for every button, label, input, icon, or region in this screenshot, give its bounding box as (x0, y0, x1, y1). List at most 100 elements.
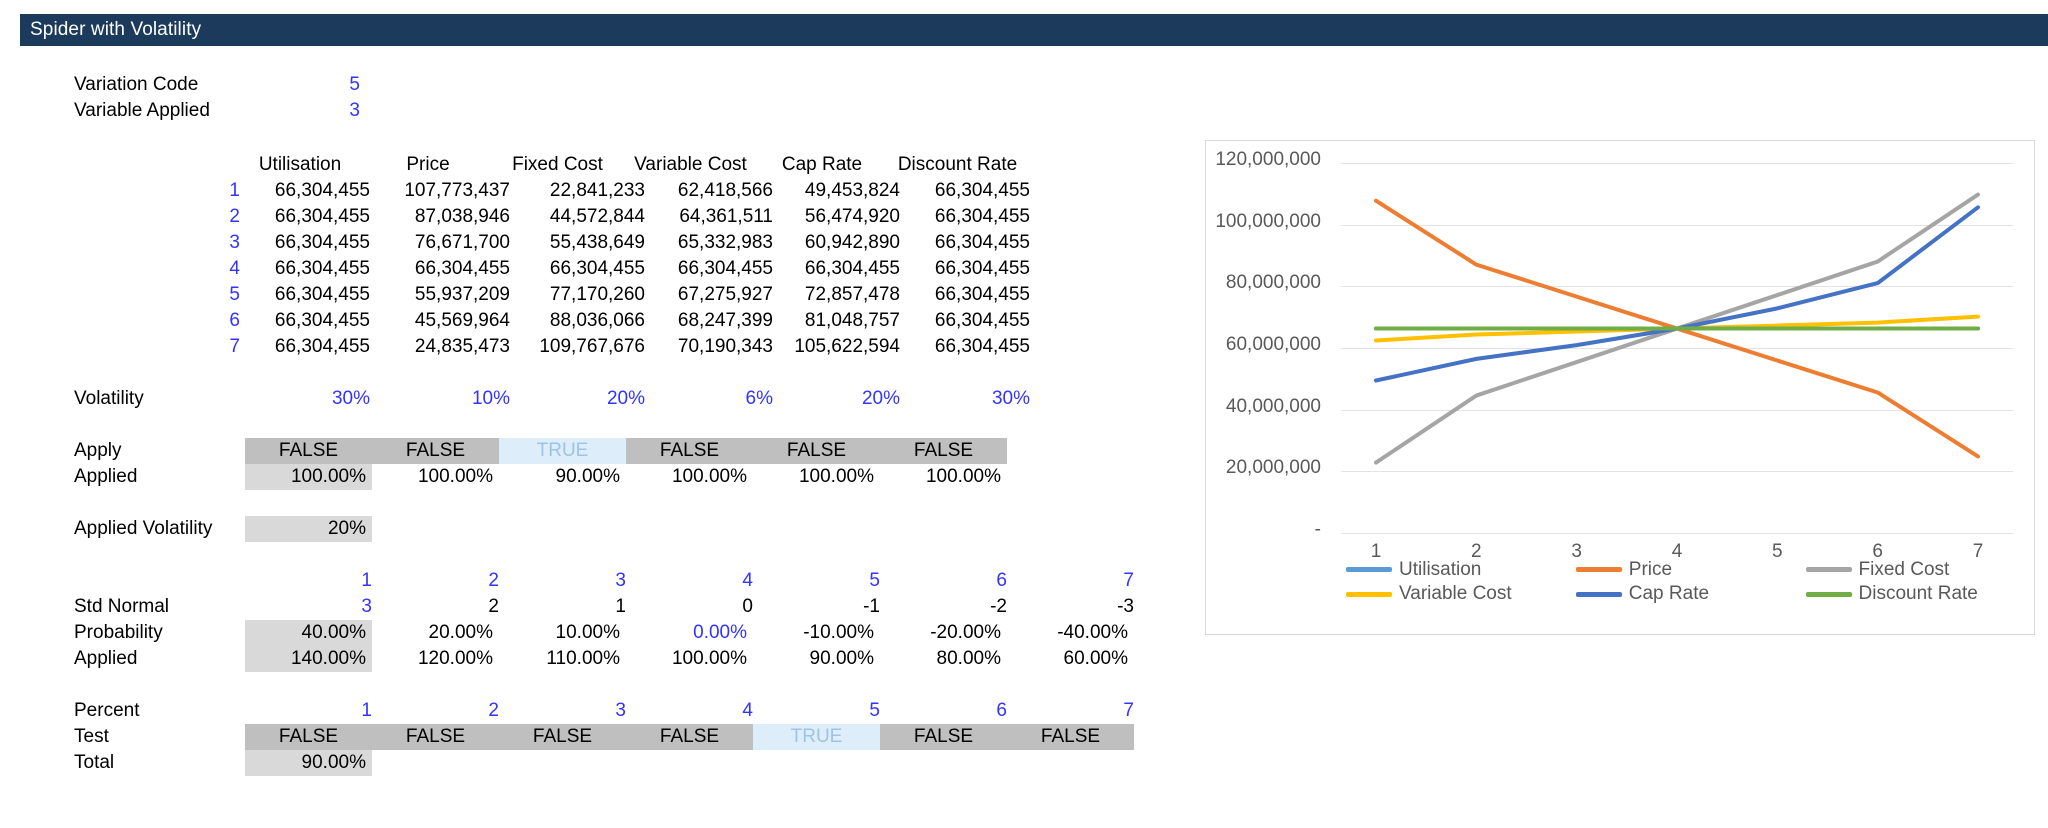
cell-utilisation[interactable]: 66,304,455 (274, 232, 370, 253)
volatility-variable-cost[interactable]: 6% (745, 388, 773, 409)
apply-cell-fixed-cost[interactable]: TRUE (499, 438, 626, 464)
cell-cap-rate[interactable]: 81,048,757 (804, 310, 900, 331)
cell-variable-cost[interactable]: 66,304,455 (677, 258, 773, 279)
cell-price[interactable]: 66,304,455 (414, 258, 510, 279)
applied-cell-discount-rate[interactable]: 100.00% (925, 466, 1001, 487)
probability-4[interactable]: 0.00% (693, 622, 747, 643)
apply-cell-variable-cost[interactable]: FALSE (626, 438, 753, 464)
cell-cap-rate[interactable]: 72,857,478 (804, 284, 900, 305)
test-cell-2[interactable]: FALSE (372, 724, 499, 750)
legend-item-variable-cost[interactable]: Variable Cost (1346, 583, 1576, 605)
cell-utilisation[interactable]: 66,304,455 (274, 336, 370, 357)
cell-discount-rate[interactable]: 66,304,455 (934, 336, 1030, 357)
cell-variable-cost[interactable]: 68,247,399 (677, 310, 773, 331)
cell-variable-cost[interactable]: 64,361,511 (679, 206, 773, 227)
test-cell-7[interactable]: FALSE (1007, 724, 1134, 750)
legend-item-price[interactable]: Price (1575, 559, 1806, 581)
probability-6[interactable]: -20.00% (930, 622, 1001, 643)
param-value-variation-code[interactable]: 5 (349, 74, 360, 95)
cell-fixed-cost[interactable]: 77,170,260 (549, 284, 645, 305)
cell-fixed-cost[interactable]: 55,438,649 (549, 232, 645, 253)
volatility-cap-rate[interactable]: 20% (861, 388, 900, 409)
cell-fixed-cost[interactable]: 109,767,676 (539, 336, 645, 357)
cell-price[interactable]: 24,835,473 (414, 336, 510, 357)
probability-3[interactable]: 10.00% (555, 622, 620, 643)
percent-applied-4[interactable]: 100.00% (671, 648, 747, 669)
cell-cap-rate[interactable]: 49,453,824 (804, 180, 900, 201)
applied-cell-price[interactable]: 100.00% (417, 466, 493, 487)
cell-cap-rate[interactable]: 56,474,920 (804, 206, 900, 227)
probability-1[interactable]: 40.00% (245, 620, 372, 646)
cell-fixed-cost[interactable]: 44,572,844 (549, 206, 645, 227)
legend-item-fixed-cost[interactable]: Fixed Cost (1805, 559, 2036, 581)
legend-item-cap-rate[interactable]: Cap Rate (1575, 583, 1806, 605)
cell-discount-rate[interactable]: 66,304,455 (934, 180, 1030, 201)
cell-utilisation[interactable]: 66,304,455 (274, 180, 370, 201)
cell-fixed-cost[interactable]: 66,304,455 (549, 258, 645, 279)
std-normal-2[interactable]: 2 (488, 596, 499, 617)
percent-applied-2[interactable]: 120.00% (417, 648, 493, 669)
cell-discount-rate[interactable]: 66,304,455 (934, 310, 1030, 331)
cell-fixed-cost[interactable]: 22,841,233 (549, 180, 645, 201)
cell-discount-rate[interactable]: 66,304,455 (934, 232, 1030, 253)
applied-cell-variable-cost[interactable]: 100.00% (671, 466, 747, 487)
cell-variable-cost[interactable]: 62,418,566 (677, 180, 773, 201)
cell-variable-cost[interactable]: 70,190,343 (677, 336, 773, 357)
cell-price[interactable]: 87,038,946 (414, 206, 510, 227)
applied-cell-cap-rate[interactable]: 100.00% (798, 466, 874, 487)
cell-discount-rate[interactable]: 66,304,455 (934, 258, 1030, 279)
legend-item-utilisation[interactable]: Utilisation (1346, 559, 1576, 581)
chart-gridline (1341, 224, 2013, 226)
std-normal-5[interactable]: -1 (863, 596, 880, 617)
test-cell-1[interactable]: FALSE (245, 724, 372, 750)
test-cell-6[interactable]: FALSE (880, 724, 1007, 750)
cell-utilisation[interactable]: 66,304,455 (274, 258, 370, 279)
probability-7[interactable]: -40.00% (1057, 622, 1128, 643)
cell-cap-rate[interactable]: 66,304,455 (804, 258, 900, 279)
std-normal-7[interactable]: -3 (1117, 596, 1134, 617)
cell-variable-cost[interactable]: 67,275,927 (677, 284, 773, 305)
percent-applied-7[interactable]: 60.00% (1063, 648, 1128, 669)
legend-item-discount-rate[interactable]: Discount Rate (1805, 583, 2036, 605)
cell-price[interactable]: 55,937,209 (414, 284, 510, 305)
cell-utilisation[interactable]: 66,304,455 (274, 206, 370, 227)
probability-5[interactable]: -10.00% (803, 622, 874, 643)
test-cell-4[interactable]: FALSE (626, 724, 753, 750)
probability-2[interactable]: 20.00% (428, 622, 493, 643)
cell-price[interactable]: 45,569,964 (414, 310, 510, 331)
cell-fixed-cost[interactable]: 88,036,066 (549, 310, 645, 331)
cell-cap-rate[interactable]: 60,942,890 (804, 232, 900, 253)
std-normal-6[interactable]: -2 (990, 596, 1007, 617)
applied-volatility-value[interactable]: 20% (245, 516, 372, 542)
volatility-discount-rate[interactable]: 30% (991, 388, 1030, 409)
apply-cell-cap-rate[interactable]: FALSE (753, 438, 880, 464)
percent-applied-1[interactable]: 140.00% (245, 646, 372, 672)
test-cell-3[interactable]: FALSE (499, 724, 626, 750)
percent-applied-3[interactable]: 110.00% (546, 648, 620, 669)
cell-discount-rate[interactable]: 66,304,455 (934, 284, 1030, 305)
cell-discount-rate[interactable]: 66,304,455 (934, 206, 1030, 227)
std-normal-3[interactable]: 1 (615, 596, 626, 617)
std-normal-1[interactable]: 3 (361, 596, 372, 617)
cell-utilisation[interactable]: 66,304,455 (274, 310, 370, 331)
cell-price[interactable]: 107,773,437 (404, 180, 510, 201)
cell-cap-rate[interactable]: 105,622,594 (794, 336, 900, 357)
apply-cell-price[interactable]: FALSE (372, 438, 499, 464)
spider-line-chart[interactable]: - 20,000,000 40,000,000 60,000,000 80,000,00… (1205, 140, 2035, 635)
std-normal-4[interactable]: 0 (742, 596, 753, 617)
test-cell-5[interactable]: TRUE (753, 724, 880, 750)
volatility-price[interactable]: 10% (471, 388, 510, 409)
volatility-fixed-cost[interactable]: 20% (606, 388, 645, 409)
applied-cell-fixed-cost[interactable]: 90.00% (555, 466, 620, 487)
volatility-utilisation[interactable]: 30% (331, 388, 370, 409)
applied-cell-utilisation[interactable]: 100.00% (245, 464, 372, 490)
param-value-variable-applied[interactable]: 3 (349, 100, 360, 121)
cell-price[interactable]: 76,671,700 (414, 232, 510, 253)
total-value[interactable]: 90.00% (245, 750, 372, 776)
percent-applied-6[interactable]: 80.00% (936, 648, 1001, 669)
cell-utilisation[interactable]: 66,304,455 (274, 284, 370, 305)
apply-cell-utilisation[interactable]: FALSE (245, 438, 372, 464)
cell-variable-cost[interactable]: 65,332,983 (677, 232, 773, 253)
apply-cell-discount-rate[interactable]: FALSE (880, 438, 1007, 464)
percent-applied-5[interactable]: 90.00% (809, 648, 874, 669)
